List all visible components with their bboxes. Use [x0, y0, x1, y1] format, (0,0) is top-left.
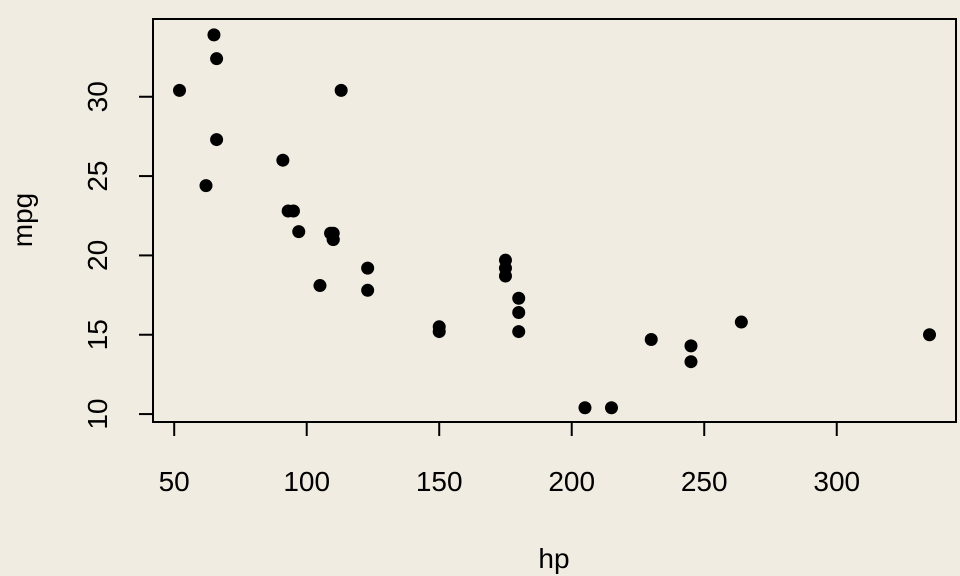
data-point: [286, 204, 300, 218]
data-point: [604, 401, 618, 415]
data-point: [313, 279, 327, 293]
data-point: [210, 133, 224, 147]
data-point: [361, 261, 375, 275]
data-point: [578, 401, 592, 415]
data-point: [334, 83, 348, 97]
data-point: [512, 325, 526, 339]
y-axis-title: mpg: [7, 193, 38, 247]
plot-frame: [152, 18, 957, 423]
data-point: [734, 315, 748, 329]
data-point: [498, 253, 512, 267]
data-point: [432, 325, 446, 339]
data-point: [199, 179, 213, 193]
y-tick-label: 20: [82, 240, 113, 271]
x-axis-title: hp: [538, 543, 569, 574]
x-tick-label: 50: [159, 466, 190, 497]
data-point: [922, 328, 936, 342]
data-point: [644, 332, 658, 346]
data-point: [512, 291, 526, 305]
data-point: [210, 52, 224, 66]
data-point: [324, 226, 338, 240]
data-point: [361, 283, 375, 297]
x-tick-label: 200: [548, 466, 595, 497]
data-point: [684, 355, 698, 369]
data-point: [207, 28, 221, 42]
x-tick-label: 300: [813, 466, 860, 497]
x-tick-label: 100: [283, 466, 330, 497]
data-point: [292, 225, 306, 239]
data-points: [173, 28, 936, 415]
x-tick-label: 150: [416, 466, 463, 497]
data-point: [276, 153, 290, 167]
x-tick-label: 250: [681, 466, 728, 497]
y-tick-label: 30: [82, 81, 113, 112]
y-tick-label: 15: [82, 319, 113, 350]
y-tick-label: 25: [82, 160, 113, 191]
data-point: [512, 306, 526, 320]
x-axis: 50 100 150 200 250 300: [159, 421, 860, 497]
data-point: [684, 339, 698, 353]
y-axis: 10 15 20 25 30: [82, 81, 154, 430]
y-tick-label: 10: [82, 398, 113, 429]
data-point: [173, 83, 187, 97]
